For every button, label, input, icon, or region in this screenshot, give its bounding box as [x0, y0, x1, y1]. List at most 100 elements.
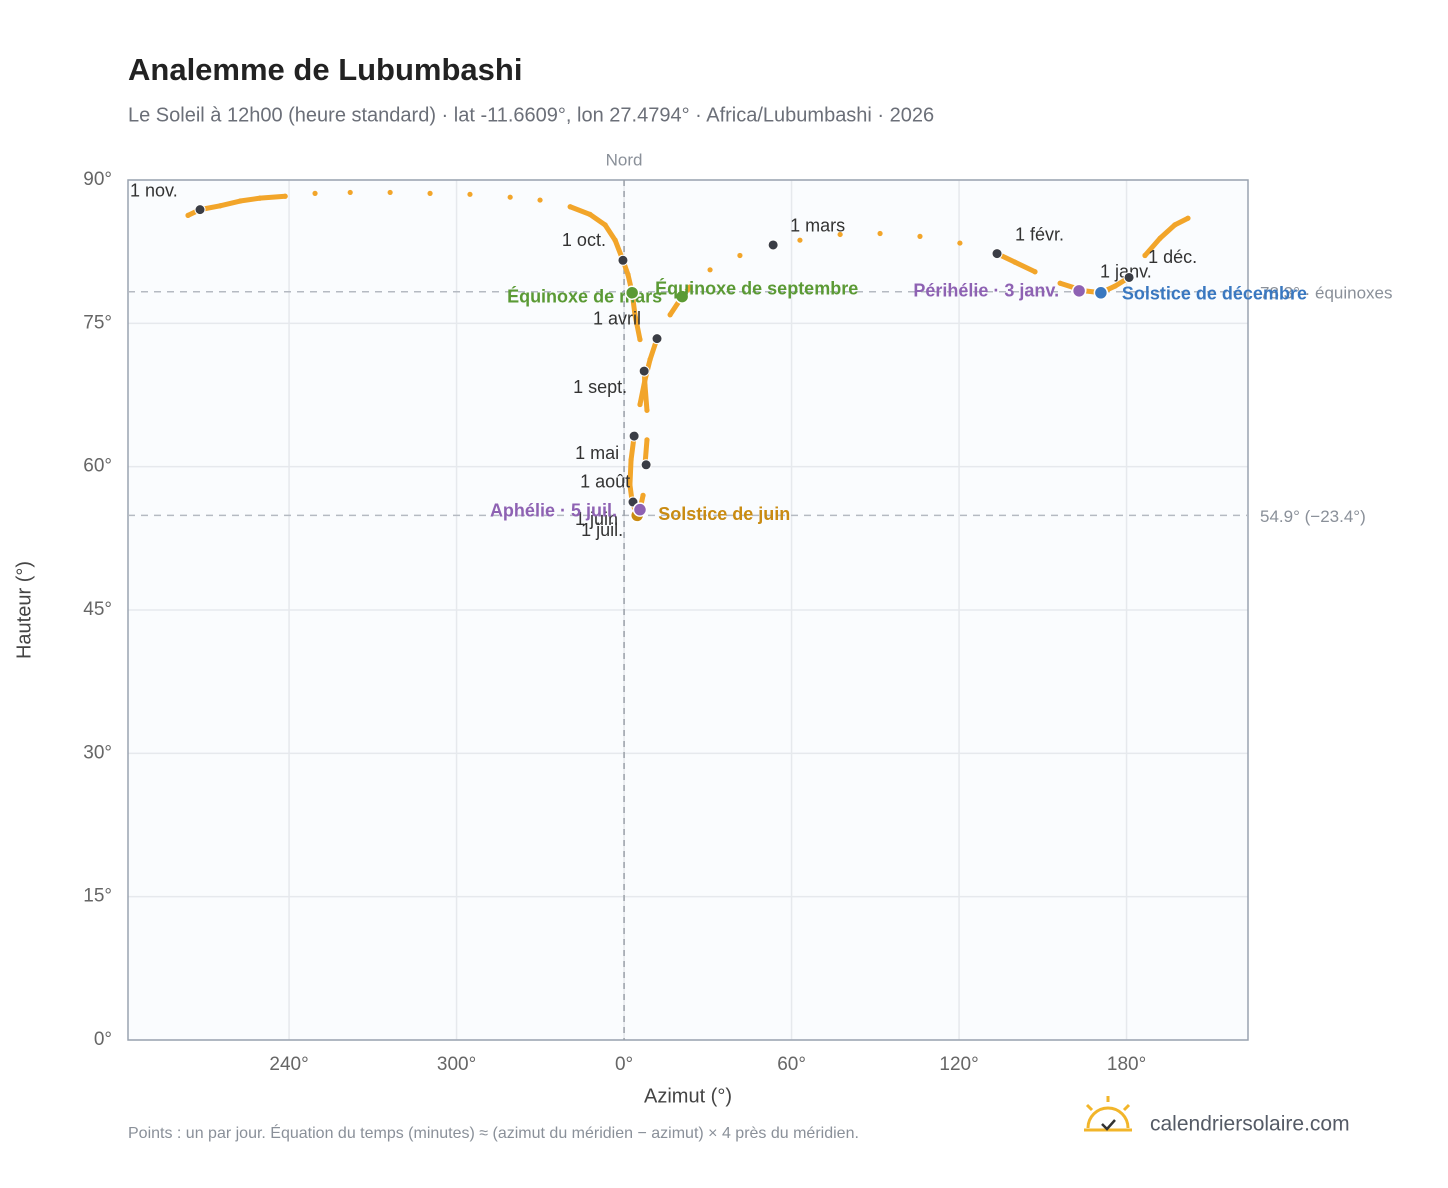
analemma-segment: [642, 382, 650, 413]
x-tick-label: 120°: [939, 1054, 978, 1075]
month-label: 1 août: [580, 472, 630, 492]
x-tick-label: 300°: [437, 1054, 476, 1075]
day-point: [625, 272, 631, 278]
day-point: [185, 212, 191, 218]
y-tick-label: 15°: [83, 886, 112, 907]
analemma-segment: [632, 312, 643, 343]
month-marker: [1123, 271, 1135, 283]
month-label: 1 oct.: [562, 230, 606, 250]
day-point: [637, 401, 643, 408]
reference-label: 54.9° (−23.4°): [1260, 507, 1366, 526]
month-marker: [194, 204, 206, 216]
day-point: [282, 193, 288, 199]
event-marker: [674, 289, 690, 304]
day-point: [1032, 269, 1038, 275]
event-label: Solstice de décembre: [1122, 284, 1307, 304]
month-label: 1 nov.: [130, 180, 178, 200]
y-tick-label: 60°: [83, 456, 112, 477]
month-marker: [767, 239, 779, 251]
month-label: 1 juin: [575, 509, 618, 529]
event-marker: [624, 285, 640, 301]
month-label: 1 juil.: [581, 520, 623, 540]
analemma-segment: [257, 193, 288, 201]
day-point: [312, 190, 318, 196]
brand-icon: [1084, 1096, 1132, 1132]
month-marker: [628, 430, 640, 442]
day-point: [644, 407, 650, 413]
x-tick-label: 240°: [269, 1054, 308, 1075]
analemma-segment: [1012, 259, 1038, 275]
month-marker: [617, 254, 629, 266]
day-point: [797, 237, 803, 243]
month-label: 1 avril: [593, 308, 641, 328]
day-point: [507, 194, 513, 200]
day-point: [1057, 280, 1063, 286]
meridian-label: Nord: [606, 150, 643, 169]
chart-title: Analemme de Lubumbashi: [128, 52, 522, 87]
x-tick-label: 60°: [777, 1054, 806, 1075]
day-point: [632, 312, 638, 318]
day-point: [687, 284, 693, 290]
reference-label: 78.3° · équinoxes: [1260, 283, 1393, 302]
day-point: [1185, 215, 1191, 221]
analemma-segment: [1157, 222, 1178, 241]
event-label: Solstice de juin: [658, 504, 790, 524]
day-point: [217, 203, 223, 209]
day-point: [737, 252, 743, 259]
analemma-segment: [1142, 235, 1163, 258]
day-point: [837, 231, 843, 238]
analemma-segment: [587, 211, 608, 228]
day-point: [257, 195, 263, 201]
footnote: Points : un par jour. Équation du temps …: [128, 1123, 859, 1142]
day-point: [1157, 235, 1163, 241]
day-point: [467, 191, 473, 197]
event-marker: [1093, 285, 1109, 301]
y-axis-label: Hauteur (°): [13, 561, 35, 659]
day-point: [627, 482, 633, 488]
day-point: [877, 230, 883, 237]
day-point: [628, 457, 634, 463]
day-point: [1112, 283, 1118, 289]
day-point: [642, 377, 648, 383]
day-point: [1172, 222, 1178, 228]
day-point: [537, 197, 543, 203]
event-label: Périhélie · 3 janv.: [913, 281, 1059, 301]
day-point: [644, 437, 650, 443]
day-point: [1012, 259, 1018, 265]
day-point: [387, 189, 393, 196]
month-label: 1 janv.: [1100, 262, 1152, 282]
month-marker: [640, 459, 652, 471]
day-point: [642, 382, 648, 389]
day-point: [612, 237, 618, 243]
plot-frame: [127, 179, 1249, 1041]
analemma-segment: [217, 198, 243, 209]
day-point: [237, 198, 243, 204]
event-label: Aphélie · 5 juil.: [490, 500, 617, 520]
month-marker: [991, 248, 1003, 260]
y-tick-label: 75°: [83, 312, 112, 333]
day-point: [640, 492, 646, 498]
y-tick-label: 90°: [83, 169, 112, 190]
day-point: [587, 211, 593, 217]
chart-subtitle: Le Soleil à 12h00 (heure standard) · lat…: [128, 104, 934, 126]
day-point: [602, 222, 608, 228]
month-label: 1 sept.: [573, 377, 627, 397]
day-point: [1142, 252, 1148, 259]
analemma-segment: [237, 195, 263, 204]
event-label: Équinoxe de mars: [507, 285, 662, 306]
day-point: [567, 204, 573, 210]
day-point: [707, 267, 713, 273]
analemma-segment: [567, 204, 593, 217]
event-marker: [632, 502, 648, 517]
event-marker: [1071, 283, 1087, 299]
day-point: [667, 312, 673, 318]
day-point: [957, 240, 963, 246]
month-label: 1 févr.: [1015, 224, 1064, 244]
brand: calendriersolaire.com: [1150, 1113, 1350, 1136]
month-label: 1 mai: [575, 443, 619, 463]
x-tick-label: 0°: [615, 1054, 633, 1075]
day-point: [347, 189, 353, 196]
event-label: Équinoxe de septembre: [655, 278, 858, 299]
month-marker: [651, 333, 663, 345]
day-point: [427, 190, 433, 196]
